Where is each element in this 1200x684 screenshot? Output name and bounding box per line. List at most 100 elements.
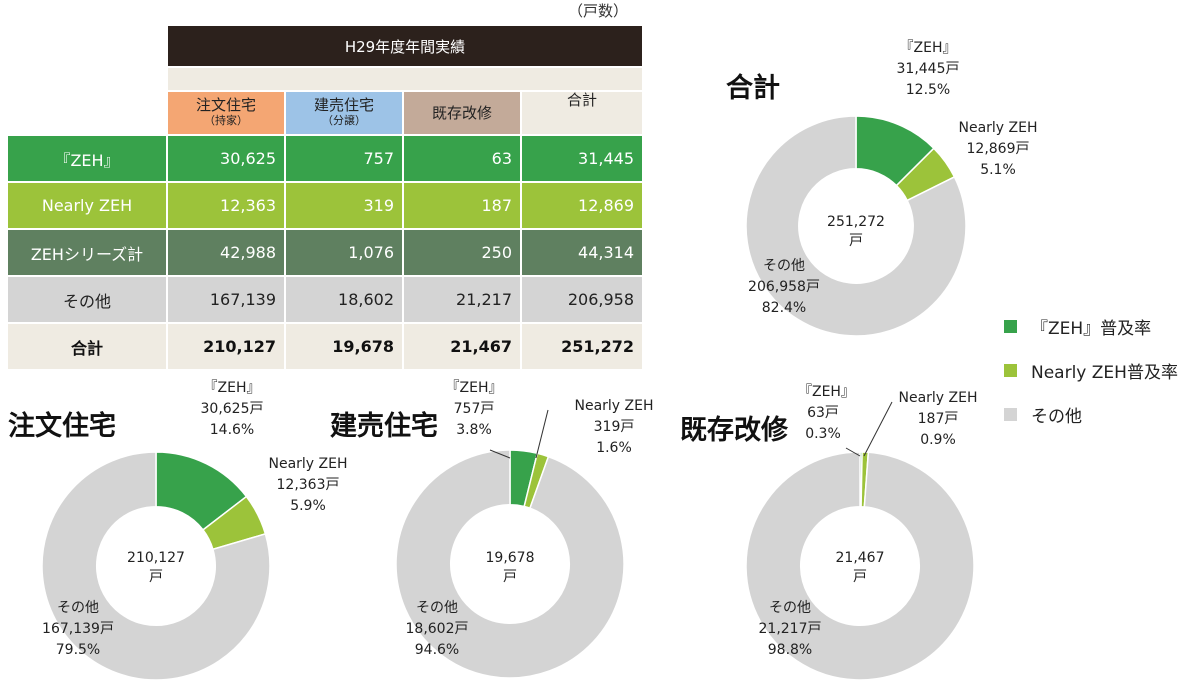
slice-label-nearly: Nearly ZEH 187戸 0.9%	[886, 388, 990, 451]
slice-pct: 82.4%	[761, 300, 807, 316]
slice-pct: 5.1%	[980, 162, 1016, 178]
slice-name: その他	[416, 600, 458, 616]
center-unit: 戸	[853, 569, 867, 585]
chart-title-order: 注文住宅	[8, 411, 116, 442]
donut-chart-renovation	[745, 451, 975, 681]
legend-label: その他	[1031, 406, 1082, 427]
center-unit: 戸	[149, 569, 163, 585]
slice-value: 30,625戸	[200, 401, 264, 417]
col-header-sub: （分譲）	[322, 114, 366, 127]
slice-name: Nearly ZEH	[958, 120, 1038, 136]
slice-label-nearly: Nearly ZEH 12,363戸 5.9%	[258, 454, 358, 517]
slice-pct: 79.5%	[55, 642, 101, 658]
col-header-order: 注文住宅 （持家）	[166, 90, 286, 136]
slice-label-other: その他 21,217戸 98.8%	[742, 598, 838, 661]
slice-name: 『ZEH』	[445, 380, 503, 396]
table-cell: 44,314	[520, 228, 644, 277]
center-value: 251,272	[827, 214, 885, 230]
col-header-built: 建売住宅 （分譲）	[284, 90, 404, 136]
slice-pct: 98.8%	[767, 642, 813, 658]
leader-line	[535, 409, 549, 459]
table-cell: 19,678	[284, 322, 404, 371]
table-corner	[6, 24, 168, 136]
results-table: H29年度年間実績 注文住宅 （持家） 建売住宅 （分譲） 既存改修 合計 『Z…	[6, 24, 644, 371]
slice-value: 187戸	[917, 411, 959, 427]
table-cell: 12,363	[166, 181, 286, 230]
col-header-label: 注文住宅	[195, 96, 256, 114]
legend-item-zeh: 『ZEH』普及率	[1004, 304, 1178, 348]
slice-pct: 0.3%	[805, 426, 841, 442]
table-cell: 12,869	[520, 181, 644, 230]
chart-title-total: 合計	[726, 73, 780, 104]
slice-label-other: その他 206,958戸 82.4%	[736, 256, 832, 319]
table-cell: 250	[402, 228, 522, 277]
table-cell: 187	[402, 181, 522, 230]
col-header-label: 建売住宅	[313, 96, 374, 114]
row-label: Nearly ZEH	[6, 181, 168, 230]
slice-pct: 94.6%	[414, 642, 460, 658]
slice-pct: 5.9%	[290, 498, 326, 514]
slice-value: 12,363戸	[276, 477, 340, 493]
col-header-renovation: 既存改修	[402, 90, 522, 136]
table-cell: 757	[284, 134, 404, 183]
center-label-total: 251,272 戸	[816, 212, 896, 249]
slice-value: 167,139戸	[42, 621, 114, 637]
slice-label-other: その他 18,602戸 94.6%	[392, 598, 482, 661]
slice-name: 『ZEH』	[798, 384, 855, 400]
center-unit: 戸	[503, 569, 517, 585]
row-label: その他	[6, 275, 168, 324]
table-row-zeh-series: ZEHシリーズ計 42,988 1,076 250 44,314	[6, 228, 644, 277]
center-unit: 戸	[849, 233, 863, 249]
table-row-total: 合計 210,127 19,678 21,467 251,272	[6, 322, 644, 371]
row-label: ZEHシリーズ計	[6, 228, 168, 277]
slice-name: その他	[57, 600, 99, 616]
col-header-label: 既存改修	[431, 104, 492, 122]
donut-chart-order	[41, 451, 271, 681]
slice-pct: 3.8%	[456, 422, 492, 438]
table-row-nearly-zeh: Nearly ZEH 12,363 319 187 12,869	[6, 181, 644, 230]
slice-pct: 1.6%	[596, 440, 632, 456]
center-label-renovation: 21,467 戸	[820, 548, 900, 585]
slice-label-zeh: 『ZEH』 30,625戸 14.6%	[184, 378, 280, 441]
unit-label: （戸数）	[568, 2, 629, 20]
legend-swatch	[1004, 407, 1017, 421]
donut-chart-built	[395, 449, 625, 679]
slice-name: 『ZEH』	[203, 380, 261, 396]
col-header-total: 合計	[520, 90, 644, 136]
slice-value: 757戸	[453, 401, 495, 417]
slice-value: 18,602戸	[405, 621, 469, 637]
table-cell: 319	[284, 181, 404, 230]
row-label: 『ZEH』	[6, 134, 168, 183]
table-cell: 42,988	[166, 228, 286, 277]
slice-value: 206,958戸	[748, 279, 820, 295]
legend-item-nearly-zeh: Nearly ZEH普及率	[1004, 348, 1178, 392]
slice-label-zeh: 『ZEH』 757戸 3.8%	[442, 378, 506, 441]
slice-label-zeh: 『ZEH』 31,445戸 12.5%	[880, 38, 976, 101]
table-cell: 18,602	[284, 275, 404, 324]
legend-item-other: その他	[1004, 392, 1178, 436]
legend-swatch	[1004, 363, 1017, 377]
donut-chart-total	[745, 115, 967, 337]
slice-name: その他	[769, 600, 811, 616]
center-value: 210,127	[127, 550, 185, 566]
slice-name: その他	[763, 258, 805, 274]
table-cell: 206,958	[520, 275, 644, 324]
center-value: 21,467	[835, 550, 885, 566]
table-cell: 21,217	[402, 275, 522, 324]
table-cell: 251,272	[520, 322, 644, 371]
slice-value: 63戸	[807, 405, 839, 421]
slice-pct: 14.6%	[209, 422, 255, 438]
slice-pct: 12.5%	[905, 82, 951, 98]
legend-label: Nearly ZEH普及率	[1031, 362, 1178, 383]
leader-line	[489, 449, 511, 459]
col-header-sub: （持家）	[204, 114, 248, 127]
table-cell: 63	[402, 134, 522, 183]
slice-value: 12,869戸	[966, 141, 1030, 157]
table-cell: 210,127	[166, 322, 286, 371]
slice-pct: 0.9%	[920, 432, 956, 448]
row-label: 合計	[6, 322, 168, 371]
leader-line	[863, 401, 893, 457]
table-cell: 21,467	[402, 322, 522, 371]
center-value: 19,678	[485, 550, 535, 566]
